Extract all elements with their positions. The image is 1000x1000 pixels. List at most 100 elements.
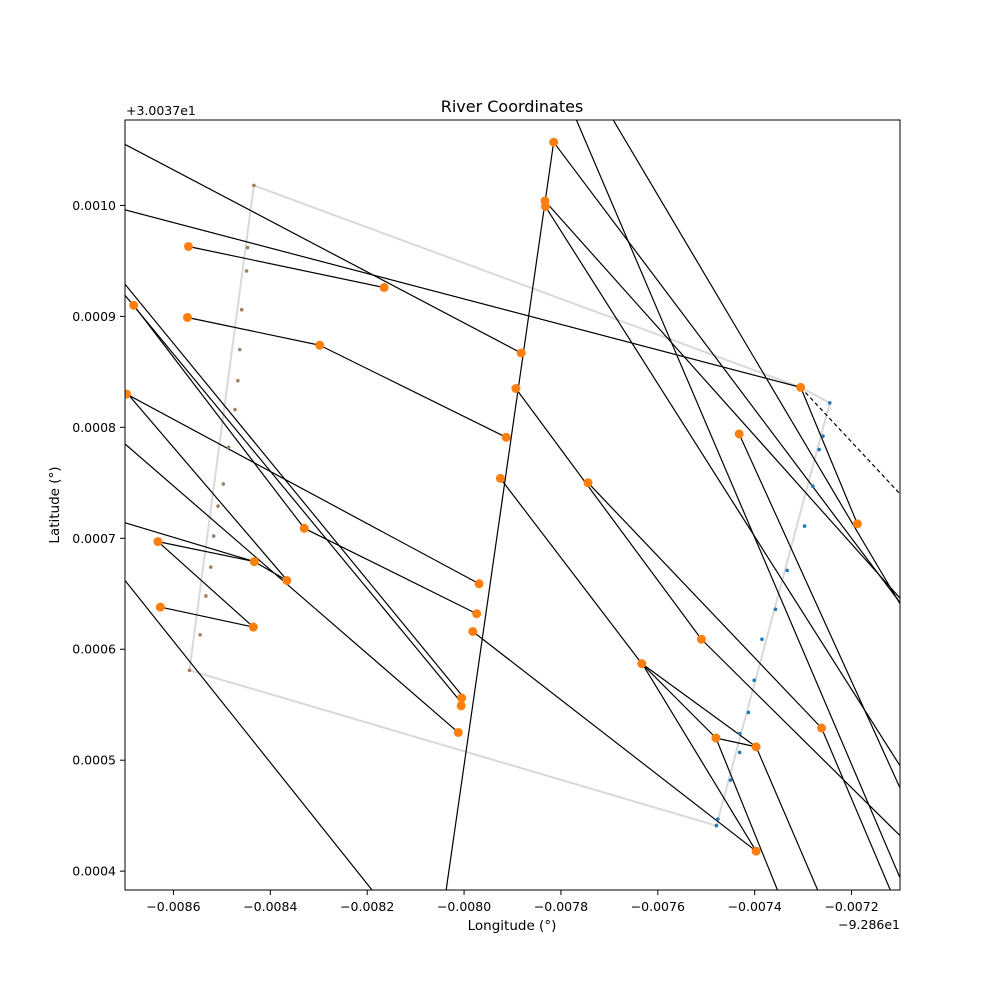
left-bank-point <box>187 668 192 673</box>
cross-section-line <box>700 638 900 837</box>
intersection-point <box>457 693 467 703</box>
cross-section-line <box>641 663 757 748</box>
cross-section-line <box>612 120 900 605</box>
intersection-point <box>315 340 325 350</box>
cross-section-line <box>188 245 385 289</box>
left-bank-point <box>204 594 208 598</box>
x-axis-label: Longitude (°) <box>468 918 557 934</box>
cross-section-line <box>126 393 480 585</box>
intersection-point <box>182 312 192 322</box>
dashed-extension-line <box>800 386 900 495</box>
intersection-point <box>637 659 647 669</box>
cross-section-line <box>472 631 757 852</box>
intersection-point <box>751 742 761 752</box>
intersection-point <box>183 241 193 251</box>
chart-title: River Coordinates <box>441 97 584 116</box>
intersection-point <box>155 602 165 612</box>
left-bank-point <box>198 633 202 637</box>
cross-section-line <box>641 663 717 739</box>
left-bank-point <box>211 534 216 538</box>
intersection-point <box>248 622 258 632</box>
cross-section-line <box>319 344 507 438</box>
cross-section-line <box>160 606 254 628</box>
y-axis-label: Latitude (°) <box>47 466 63 543</box>
right-bank-point <box>785 568 789 573</box>
x-tick-label: −0.0082 <box>340 899 394 914</box>
cross-section-line <box>587 482 822 729</box>
x-offset-label: −9.286e1 <box>838 917 900 932</box>
intersection-point <box>468 626 478 636</box>
left-bank-point <box>226 445 231 450</box>
intersection-point <box>549 137 559 147</box>
x-tick-label: −0.0076 <box>631 899 685 914</box>
intersection-point <box>282 575 292 585</box>
intersection-point <box>751 846 761 856</box>
y-tick-label: 0.0009 <box>72 309 116 324</box>
intersection-point <box>474 579 484 589</box>
cross-section-line <box>187 316 320 346</box>
cross-section-line <box>641 663 757 852</box>
cross-section-line <box>125 522 255 563</box>
y-tick-label: 0.0004 <box>72 864 116 879</box>
cross-section-line <box>125 580 373 890</box>
right-bank-points <box>714 401 832 828</box>
plot-frame <box>124 119 901 891</box>
intersection-point <box>734 429 744 439</box>
plot-area <box>125 120 900 890</box>
cross-section-line <box>125 443 459 733</box>
cross-section-line <box>125 209 801 388</box>
cross-section-line <box>515 388 702 640</box>
intersection-points <box>125 137 862 856</box>
cross-section-line <box>133 304 305 529</box>
right-bank-point <box>737 731 742 736</box>
cross-section-line <box>125 390 288 581</box>
left-bank-points <box>187 183 256 673</box>
cross-section-line <box>800 387 858 525</box>
left-bank-point <box>252 183 256 188</box>
left-bank-point <box>216 504 220 508</box>
intersection-point <box>495 473 505 483</box>
cross-section-line <box>738 433 900 789</box>
cross-section-lines <box>125 120 900 890</box>
x-tick-label: −0.0080 <box>437 899 491 914</box>
y-tick-label: 0.0005 <box>72 753 116 768</box>
y-tick-label: 0.0008 <box>72 420 116 435</box>
intersection-point <box>696 634 706 644</box>
left-bank-point <box>208 565 213 569</box>
cross-section-line <box>544 206 900 767</box>
x-tick-label: −0.0086 <box>146 899 200 914</box>
right-bank-point <box>728 778 733 782</box>
intersection-point <box>501 432 511 442</box>
x-tick-label: −0.0074 <box>728 899 782 914</box>
cross-section-line <box>125 283 465 699</box>
left-bank-point <box>244 269 249 273</box>
y-axis: 0.0004 0.0005 0.0006 0.0007 0.0008 0.0009 0.00… <box>72 198 125 879</box>
intersection-point <box>852 519 862 529</box>
cross-section-line <box>157 541 255 563</box>
intersection-point <box>125 389 131 399</box>
x-tick-label: −0.0084 <box>243 899 297 914</box>
right-bank-point <box>827 401 832 405</box>
cross-section-line <box>755 746 819 890</box>
y-tick-label: 0.0007 <box>72 531 116 546</box>
right-bank-point <box>773 607 778 612</box>
intersection-point <box>379 283 389 293</box>
cross-section-line <box>499 478 643 665</box>
y-offset-label: +3.0037e1 <box>126 103 196 118</box>
left-bank-point <box>233 407 237 412</box>
right-bank-point <box>716 817 720 821</box>
left-bank-point <box>245 245 250 250</box>
cross-section-line <box>303 527 477 615</box>
cross-section-line <box>157 541 254 628</box>
right-bank-point <box>746 710 751 715</box>
right-bank-point <box>737 750 742 755</box>
right-bank-point <box>714 823 719 828</box>
left-bank-point <box>239 307 244 312</box>
right-bank-point <box>760 637 764 642</box>
y-tick-label: 0.0006 <box>72 642 116 657</box>
cross-section-line <box>445 142 555 890</box>
intersection-point <box>511 384 521 394</box>
intersection-point <box>453 727 463 737</box>
right-bank-point <box>752 678 757 683</box>
